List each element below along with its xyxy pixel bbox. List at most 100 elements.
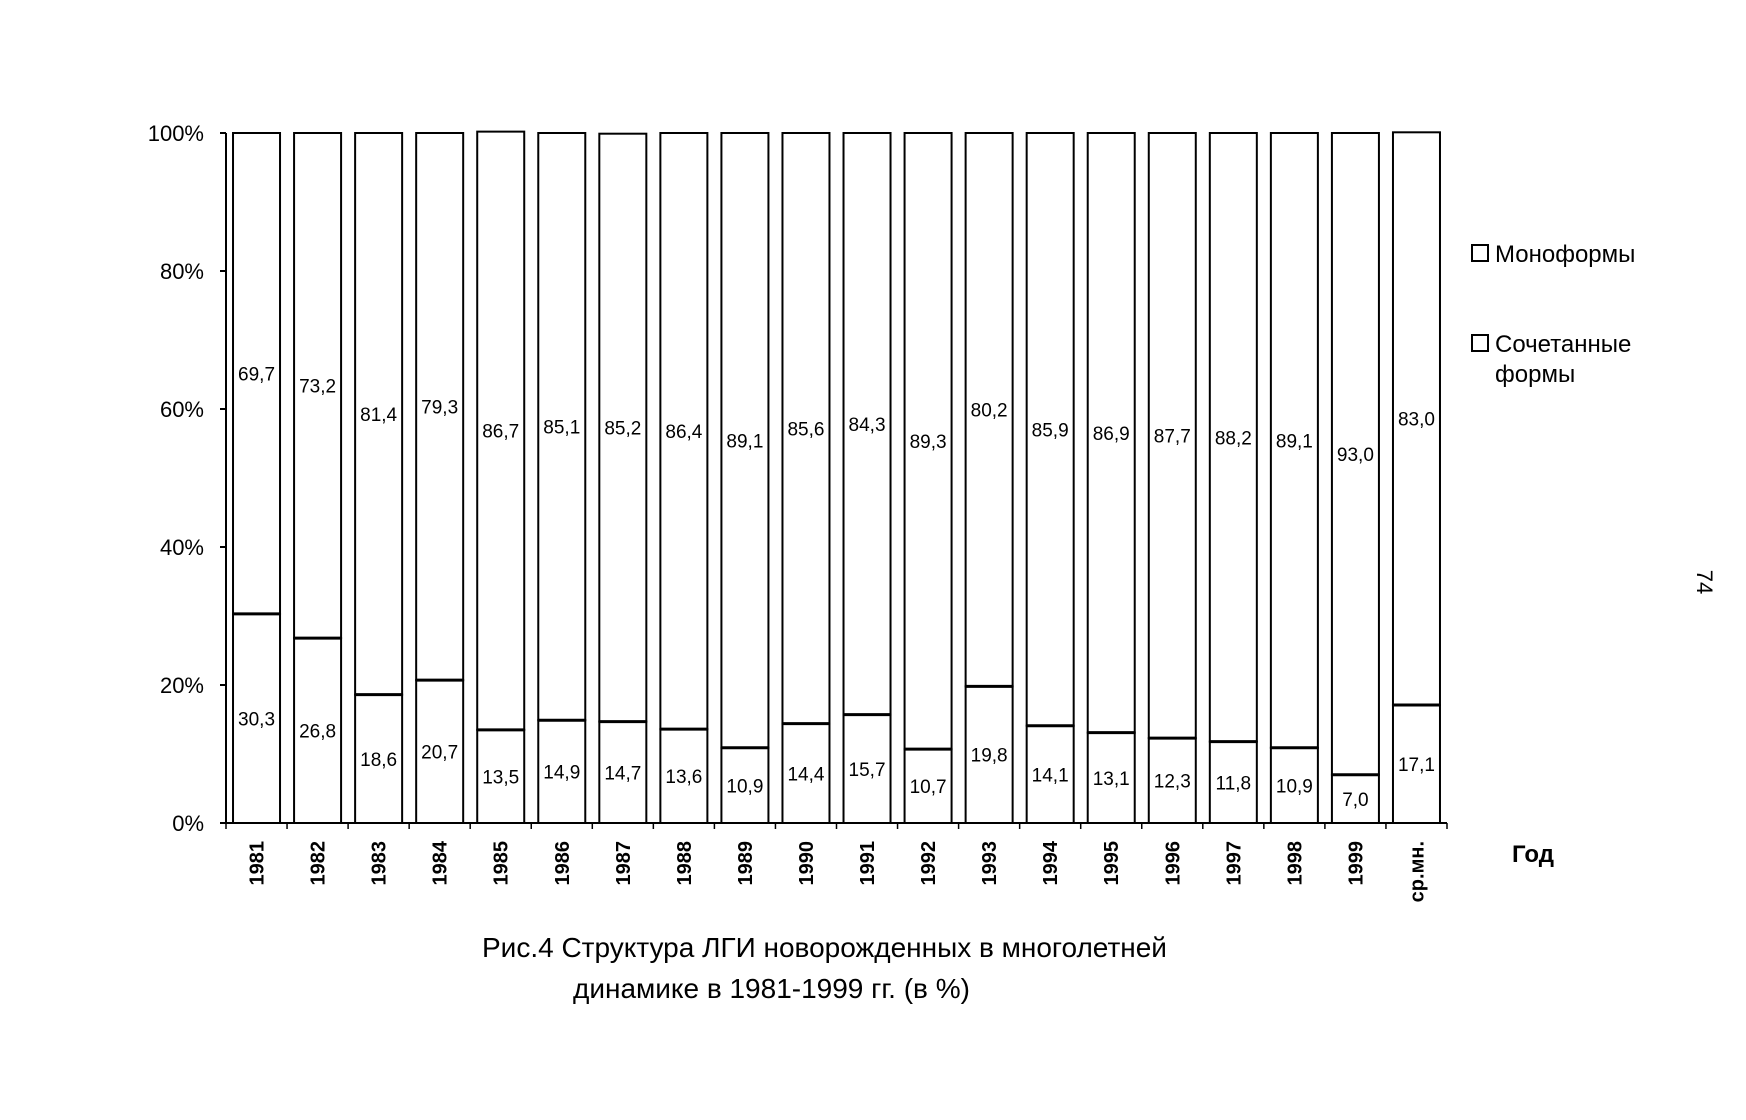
- bar-segment-combined-forms: [720, 746, 770, 824]
- x-tick-label: 1999: [1345, 841, 1367, 886]
- bar-segment-monoforms: [964, 132, 1014, 688]
- x-tick-label: 1988: [674, 841, 696, 886]
- bars-group: [232, 130, 1441, 825]
- data-label-combined-forms: 7,0: [1342, 790, 1368, 811]
- data-label-combined-forms: 14,1: [1032, 765, 1069, 786]
- data-label-combined-forms: 13,6: [665, 767, 702, 788]
- legend: Моноформы Сочетанные формы: [1471, 241, 1635, 388]
- data-label-monoforms: 93,0: [1337, 445, 1374, 466]
- x-axis-title: Год: [1512, 841, 1554, 868]
- legend-label: Сочетанные: [1495, 331, 1631, 358]
- legend-label: Моноформы: [1495, 241, 1635, 268]
- bar-segment-monoforms: [1269, 132, 1319, 749]
- data-label-combined-forms: 17,1: [1398, 755, 1435, 776]
- bar-segment-monoforms: [720, 132, 770, 749]
- x-tick-labels-group: 1981 1982 1983 1984 1985 1986 1987 1988 1989 1990…: [247, 840, 1429, 902]
- x-axis: [225, 822, 1448, 829]
- data-label-monoforms: 86,9: [1093, 424, 1130, 445]
- data-label-combined-forms: 10,7: [910, 777, 947, 798]
- bar-segment-combined-forms: [598, 720, 648, 825]
- y-axis: [220, 132, 227, 824]
- y-tick-label: 80%: [160, 259, 204, 284]
- data-label-monoforms: 89,1: [726, 431, 763, 452]
- bar-segment-monoforms: [354, 132, 404, 696]
- data-label-monoforms: 85,6: [787, 419, 824, 440]
- y-tick-label: 60%: [160, 397, 204, 422]
- bar-segment-combined-forms: [1391, 704, 1441, 825]
- x-tick-label: 1983: [369, 841, 391, 886]
- bar-segment-monoforms: [598, 132, 648, 723]
- data-label-combined-forms: 14,7: [604, 763, 641, 784]
- bar-segment-combined-forms: [1269, 746, 1319, 824]
- x-tick-label: 1991: [857, 841, 879, 886]
- data-label-monoforms: 73,2: [299, 377, 336, 398]
- bar-segment-monoforms: [1330, 132, 1380, 776]
- bar-segment-monoforms: [781, 132, 831, 725]
- data-label-monoforms: 87,7: [1154, 427, 1191, 448]
- x-tick-label: 1981: [247, 841, 269, 886]
- data-label-combined-forms: 30,3: [238, 709, 275, 730]
- data-label-monoforms: 81,4: [360, 405, 397, 426]
- data-label-monoforms: 80,2: [971, 401, 1008, 422]
- bar-segment-combined-forms: [293, 637, 343, 825]
- data-label-monoforms: 69,7: [238, 364, 275, 385]
- x-tick-label: 1997: [1223, 841, 1245, 886]
- bar-segment-monoforms: [232, 132, 282, 615]
- data-label-combined-forms: 26,8: [299, 722, 336, 743]
- x-tick-label: 1987: [613, 841, 635, 886]
- bar-segment-combined-forms: [1330, 773, 1380, 825]
- bar-segment-combined-forms: [537, 719, 587, 824]
- data-label-combined-forms: 18,6: [360, 750, 397, 771]
- bar-segment-monoforms: [842, 132, 892, 716]
- legend-swatch: [1471, 334, 1489, 352]
- data-label-monoforms: 84,3: [849, 415, 886, 436]
- x-tick-label: 1998: [1284, 841, 1306, 886]
- bar-segment-monoforms: [1147, 132, 1197, 740]
- data-label-monoforms: 89,1: [1276, 431, 1313, 452]
- bar-segment-monoforms: [1391, 131, 1441, 707]
- x-tick-label: 1995: [1101, 841, 1123, 886]
- y-tick-labels-group: 0% 20% 40% 60% 80% 100%: [148, 121, 204, 836]
- bar-segment-monoforms: [415, 132, 465, 682]
- bar-segment-monoforms: [659, 132, 709, 731]
- data-label-combined-forms: 15,7: [849, 760, 886, 781]
- data-label-combined-forms: 10,9: [1276, 776, 1313, 797]
- data-label-combined-forms: 12,3: [1154, 772, 1191, 793]
- data-label-combined-forms: 13,1: [1093, 769, 1130, 790]
- y-tick-label: 20%: [160, 673, 204, 698]
- data-label-combined-forms: 14,9: [543, 763, 580, 784]
- data-label-combined-forms: 10,9: [726, 776, 763, 797]
- bar-segment-monoforms: [1208, 132, 1258, 743]
- data-label-monoforms: 88,2: [1215, 428, 1252, 449]
- y-tick-label: 40%: [160, 535, 204, 560]
- bar-segment-combined-forms: [964, 685, 1014, 824]
- bar-segment-combined-forms: [232, 612, 282, 824]
- bar-segment-combined-forms: [415, 679, 465, 824]
- legend-swatch: [1471, 244, 1489, 262]
- bar-segment-monoforms: [293, 132, 343, 640]
- x-tick-label: ср.мн.: [1406, 841, 1428, 902]
- bar-segment-combined-forms: [476, 728, 526, 824]
- y-tick-label: 100%: [148, 121, 204, 146]
- x-tick-label: 1996: [1162, 841, 1184, 886]
- data-label-combined-forms: 19,8: [971, 746, 1008, 767]
- x-tick-label: 1982: [308, 841, 330, 886]
- x-tick-label: 1986: [552, 841, 574, 886]
- data-label-monoforms: 85,9: [1032, 420, 1069, 441]
- y-tick-label: 0%: [172, 811, 204, 836]
- x-tick-label: 1984: [430, 840, 452, 885]
- data-label-monoforms: 83,0: [1398, 410, 1435, 431]
- x-tick-label: 1992: [918, 841, 940, 886]
- bar-segment-combined-forms: [781, 722, 831, 825]
- caption-line-2: динамике в 1981-1999 гг. (в %): [573, 973, 970, 1004]
- data-label-combined-forms: 11,8: [1216, 773, 1252, 794]
- data-label-monoforms: 79,3: [421, 398, 458, 419]
- page-number: 74: [1692, 570, 1717, 594]
- data-labels-group: 30,3 69,7 26,8 73,2 18,6 81,4 20,7 79,3 13,5 86,7…: [238, 364, 1435, 810]
- data-label-monoforms: 86,7: [482, 422, 519, 443]
- data-label-combined-forms: 14,4: [787, 764, 824, 785]
- x-tick-label: 1990: [796, 841, 818, 886]
- data-label-monoforms: 89,3: [910, 432, 947, 453]
- bar-segment-monoforms: [537, 132, 587, 722]
- data-label-combined-forms: 13,5: [482, 767, 519, 788]
